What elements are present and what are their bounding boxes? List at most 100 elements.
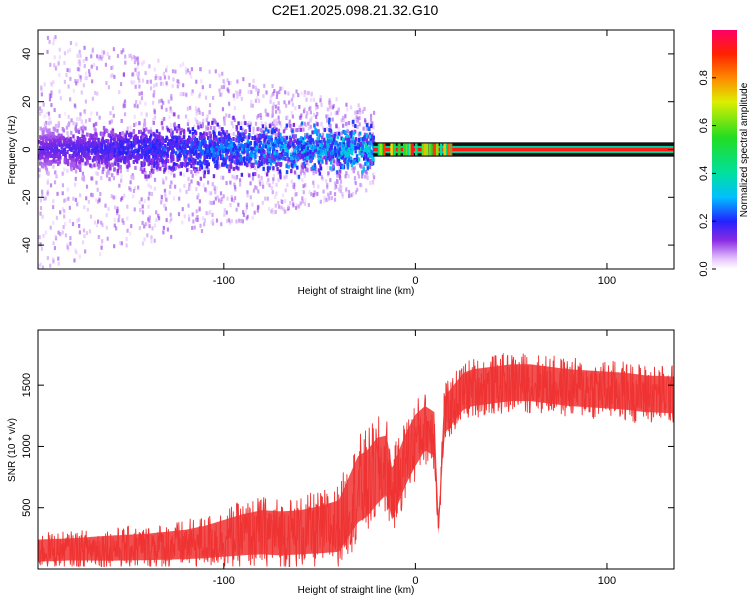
spectrogram-cell (111, 130, 115, 135)
spectrogram-cell (255, 142, 259, 147)
spectrogram-cell (85, 152, 88, 157)
spectrogram-cell (119, 150, 123, 155)
spectrogram-cell (193, 166, 196, 171)
spectrogram-cell (358, 151, 361, 156)
spectrogram-cell (102, 139, 106, 144)
spectrogram-cell (68, 48, 72, 53)
spectrogram-cell (66, 187, 69, 192)
spectrogram-cell (74, 143, 78, 148)
spectrogram-cell (291, 129, 294, 134)
spectrogram-cell (224, 157, 228, 162)
spectrogram-cell (49, 120, 52, 125)
spectrogram-cell (235, 219, 238, 224)
spectrogram-cell (125, 151, 128, 156)
spectrogram-cell (264, 108, 267, 113)
spectrogram-cell (301, 196, 304, 201)
spectrogram-cell (261, 181, 265, 186)
spectrogram-cell (139, 100, 142, 105)
spectrogram-cell (144, 71, 147, 76)
spectrogram-cell (163, 150, 166, 155)
spectrogram-cell (66, 158, 70, 163)
spectrogram-cell (49, 62, 52, 67)
spectrogram-cell (361, 152, 364, 157)
spectrogram-cell (137, 143, 141, 148)
spectrogram-cell (105, 129, 108, 134)
spectrogram-cell (204, 127, 208, 132)
spectrogram-cell (318, 133, 322, 138)
spectrogram-cell (191, 131, 195, 136)
spectrogram-cell (258, 144, 262, 149)
spectrogram-cell (242, 210, 245, 215)
spectrogram-marks (38, 35, 674, 269)
spectrogram-cell (159, 135, 163, 140)
spectrogram-cell (279, 124, 283, 129)
spectrogram-cell (78, 73, 81, 78)
spectrogram-cell (211, 221, 215, 226)
spectrogram-cell (149, 137, 152, 142)
spectrogram-cell (44, 155, 47, 160)
spectrogram-cell (279, 132, 282, 137)
spectrogram-cell (143, 118, 146, 123)
spectrogram-cell (333, 137, 336, 142)
spectrogram-cell (252, 78, 255, 83)
spectrogram-cell (349, 105, 353, 110)
spectrogram-cell (127, 133, 131, 138)
spectrogram-cell (326, 147, 330, 152)
spectrogram-cell (70, 130, 73, 135)
spectrogram-cell (265, 90, 268, 95)
spectrogram-cell (239, 182, 242, 187)
colorbar-tick-label: 0.2 (698, 214, 710, 229)
spectrogram-cell (66, 49, 70, 54)
spectrogram-cell (99, 157, 102, 162)
spectrogram-cell (154, 136, 157, 141)
spectrogram-cell (163, 203, 166, 208)
spectrogram-cell (154, 76, 157, 81)
spectrogram-cell (116, 53, 120, 58)
spectrogram-cell (87, 199, 90, 204)
spectrogram-cell (316, 122, 319, 127)
spectrogram-cell (198, 159, 202, 164)
spectrogram-cell (398, 143, 401, 156)
spectrogram-cell (140, 135, 143, 140)
spectrogram-cell (177, 124, 181, 129)
spectrogram-cell (123, 193, 126, 198)
spectrogram-cell (166, 165, 169, 170)
spectrogram-cell (116, 168, 120, 173)
spectrogram-cell (38, 264, 41, 269)
spectrogram-cell (255, 145, 258, 150)
spectrogram-cell (232, 166, 236, 171)
spectrogram-cell (45, 113, 49, 118)
spectrogram-cell (274, 143, 277, 148)
spectrogram-cell (118, 214, 121, 219)
spectrogram-cell (353, 141, 357, 146)
spectrogram-cell (55, 146, 59, 151)
spectrogram-cell (356, 145, 359, 150)
spectrogram-cell (232, 154, 235, 159)
spectrogram-cell (228, 157, 231, 162)
spectrogram-cell (173, 143, 177, 148)
spectrogram-cell (176, 84, 179, 89)
spectrogram-cell (368, 165, 372, 170)
spectrogram-cell (188, 182, 191, 187)
spectrogram-cell (229, 180, 232, 185)
spectrogram-cell (41, 155, 44, 160)
spectrogram-cell (77, 129, 81, 134)
spectrogram-cell (248, 159, 251, 164)
spectrogram-cell (133, 123, 136, 128)
spectrogram-cell (72, 88, 75, 93)
spectrogram-cell (155, 160, 158, 165)
spectrogram-cell (119, 139, 123, 144)
spectrogram-cell (104, 145, 107, 150)
spectrogram-cell (129, 155, 132, 160)
spectrogram-cell (192, 157, 195, 162)
spectrogram-cell (55, 153, 59, 158)
spectrogram-cell (329, 139, 332, 144)
spectrogram-cell (290, 160, 294, 165)
spectrogram-cell (92, 62, 96, 67)
spectrogram-cell (178, 164, 181, 169)
spectrogram-cell (211, 117, 215, 122)
spectrogram-cell (348, 150, 352, 155)
spectrogram-cell (362, 148, 366, 153)
spectrogram-cell (363, 135, 366, 140)
spectrogram-cell (323, 127, 327, 132)
